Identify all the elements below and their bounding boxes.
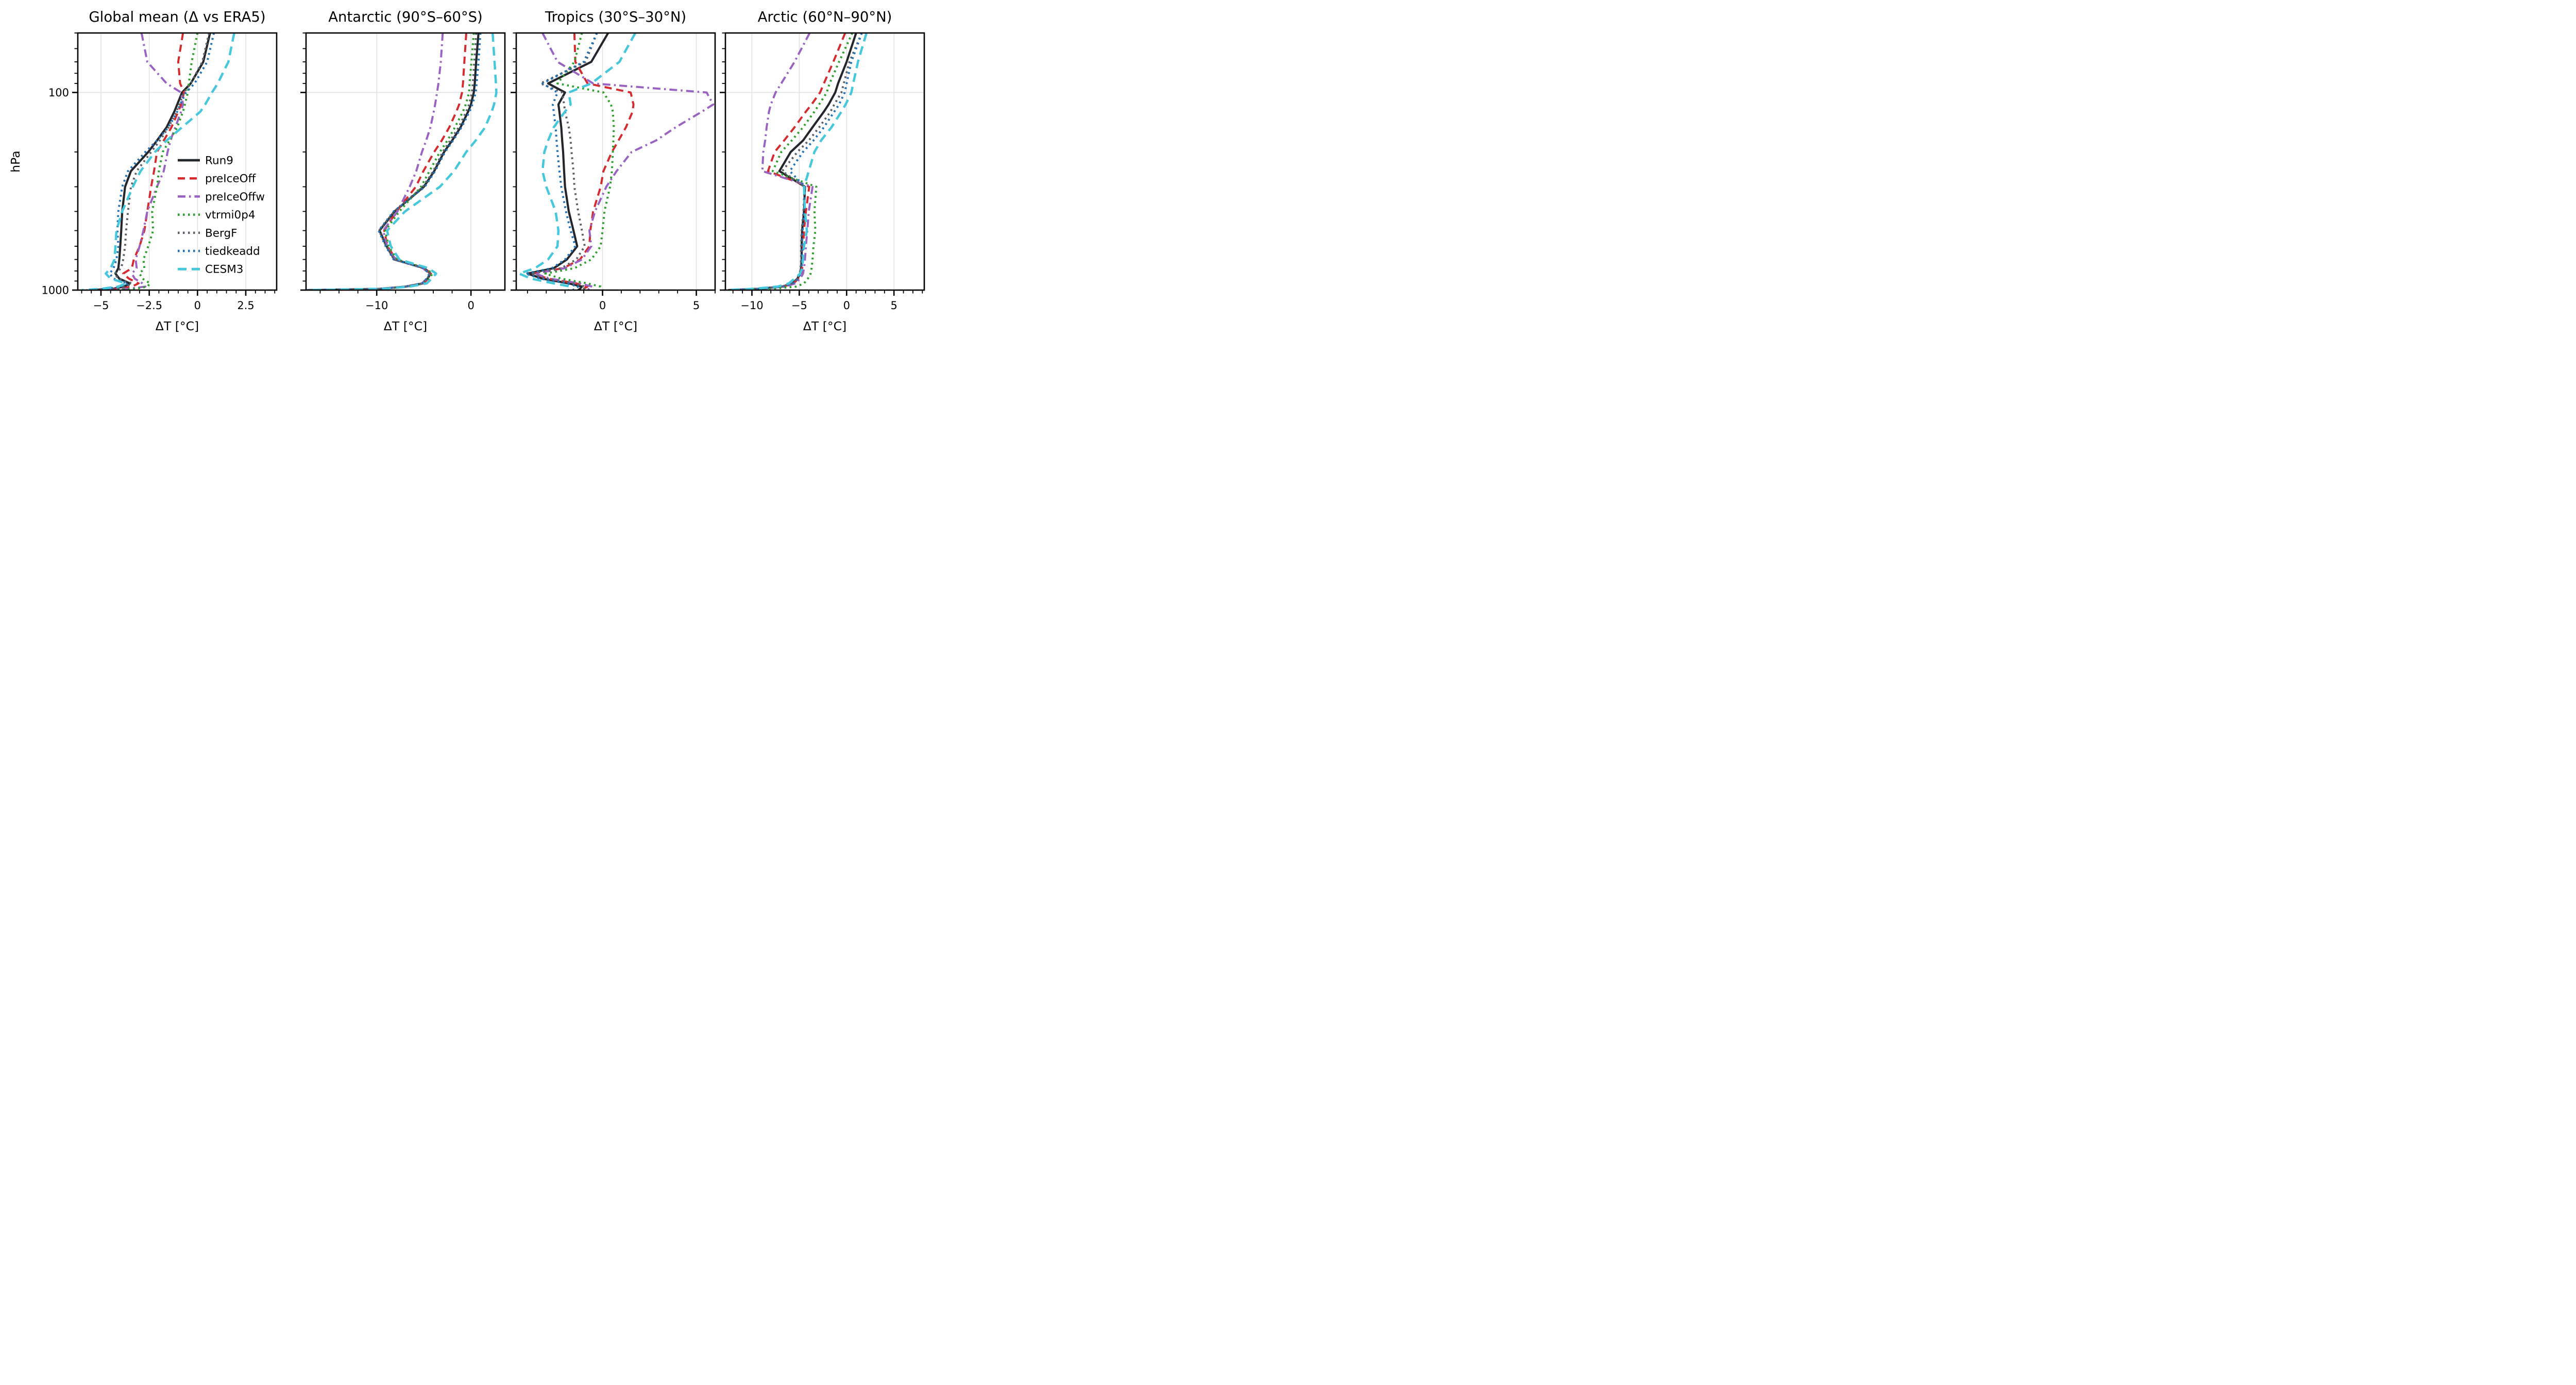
series-line-bergf (93, 33, 210, 290)
series-line-tiedkeadd (307, 33, 482, 290)
panel-0: −5 −2.5 0 2.5 100 1000 Global mean (Δ vs ERA5)… (8, 9, 278, 333)
legend-label-preiceoff: preIceOff (205, 173, 257, 185)
x-axis-label: ΔT [°C] (803, 319, 846, 333)
legend-label-preiceoffw: preIceOffw (205, 191, 265, 204)
profile-chart-canvas: −5 −2.5 0 2.5 100 1000 Global mean (Δ vs ERA5)… (8, 9, 925, 333)
series-line-cesm3 (725, 33, 868, 290)
x-tick-label: −10 (740, 299, 763, 312)
series-line-vtrmi0p4 (544, 33, 615, 290)
x-axis-label: ΔT [°C] (594, 319, 637, 333)
series-line-tiedkeadd (86, 33, 215, 290)
series-line-run9 (308, 33, 480, 290)
x-tick-label: 0 (599, 299, 606, 312)
plot-border (515, 32, 716, 291)
series-line-cesm3 (306, 33, 498, 290)
series-line-bergf (727, 33, 863, 290)
series-group (306, 33, 498, 290)
x-axis-label: ΔT [°C] (156, 319, 199, 333)
legend-label-vtrmi0p4: vtrmi0p4 (205, 209, 256, 222)
y-tick-label: 1000 (42, 284, 69, 297)
series-line-preiceoff (729, 33, 846, 290)
series-line-tiedkeadd (524, 33, 598, 290)
x-tick-label: 0 (467, 299, 474, 312)
series-line-preiceoffw (308, 33, 444, 290)
plot-border (724, 32, 925, 291)
series-line-vtrmi0p4 (311, 33, 475, 290)
series-line-run9 (89, 33, 211, 290)
legend: Run9 preIceOff preIceOffw vtrmi0p4 BergF tied… (178, 155, 265, 276)
legend-label-tiedkeadd: tiedkeadd (205, 245, 260, 258)
y-tick-label: 100 (48, 87, 69, 99)
series-line-preiceoff (309, 33, 467, 290)
series-line-cesm3 (518, 33, 637, 290)
x-tick-label: 5 (693, 299, 700, 312)
x-tick-label: −5 (93, 299, 109, 312)
series-group (81, 33, 235, 290)
x-tick-label: 0 (194, 299, 201, 312)
series-line-preiceoffw (103, 33, 184, 290)
y-axis-label: hPa (8, 150, 23, 172)
series-line-run9 (728, 33, 857, 290)
x-tick-label: 2.5 (237, 299, 254, 312)
temperature-profile-figure: −5 −2.5 0 2.5 100 1000 Global mean (Δ vs ERA5)… (0, 0, 928, 346)
series-group (725, 33, 868, 290)
series-line-tiedkeadd (728, 33, 863, 290)
series-line-bergf (530, 33, 598, 290)
x-tick-label: 5 (890, 299, 897, 312)
panel-1: −10 0 Antarctic (90°S–60°S) ΔT [°C] (300, 9, 506, 333)
panel-3: −10 −5 0 5 Arctic (60°N–90°N) ΔT [°C] (720, 9, 925, 333)
legend-label-bergf: BergF (205, 227, 237, 240)
legend-label-run9: Run9 (205, 155, 233, 167)
series-line-bergf (307, 33, 478, 290)
plot-border (77, 32, 278, 291)
panel-title: Arctic (60°N–90°N) (758, 9, 892, 25)
panel-title: Antarctic (90°S–60°S) (328, 9, 483, 25)
x-tick-label: −10 (365, 299, 388, 312)
series-line-run9 (526, 33, 609, 290)
x-tick-label: −5 (791, 299, 807, 312)
plot-border (305, 32, 506, 291)
series-line-preiceoff (532, 33, 635, 290)
series-line-vtrmi0p4 (735, 33, 854, 290)
panel-2: 0 5 Tropics (30°S–30°N) ΔT [°C] (511, 9, 716, 333)
series-line-preiceoffw (730, 33, 814, 290)
x-axis-label: ΔT [°C] (384, 319, 427, 333)
panel-title: Global mean (Δ vs ERA5) (89, 9, 265, 25)
x-tick-label: 0 (843, 299, 850, 312)
series-line-cesm3 (81, 33, 235, 290)
legend-label-cesm3: CESM3 (205, 263, 243, 276)
x-tick-label: −2.5 (136, 299, 162, 312)
series-line-preiceoffw (534, 33, 715, 290)
panel-title: Tropics (30°S–30°N) (545, 9, 686, 25)
series-group (518, 33, 715, 290)
